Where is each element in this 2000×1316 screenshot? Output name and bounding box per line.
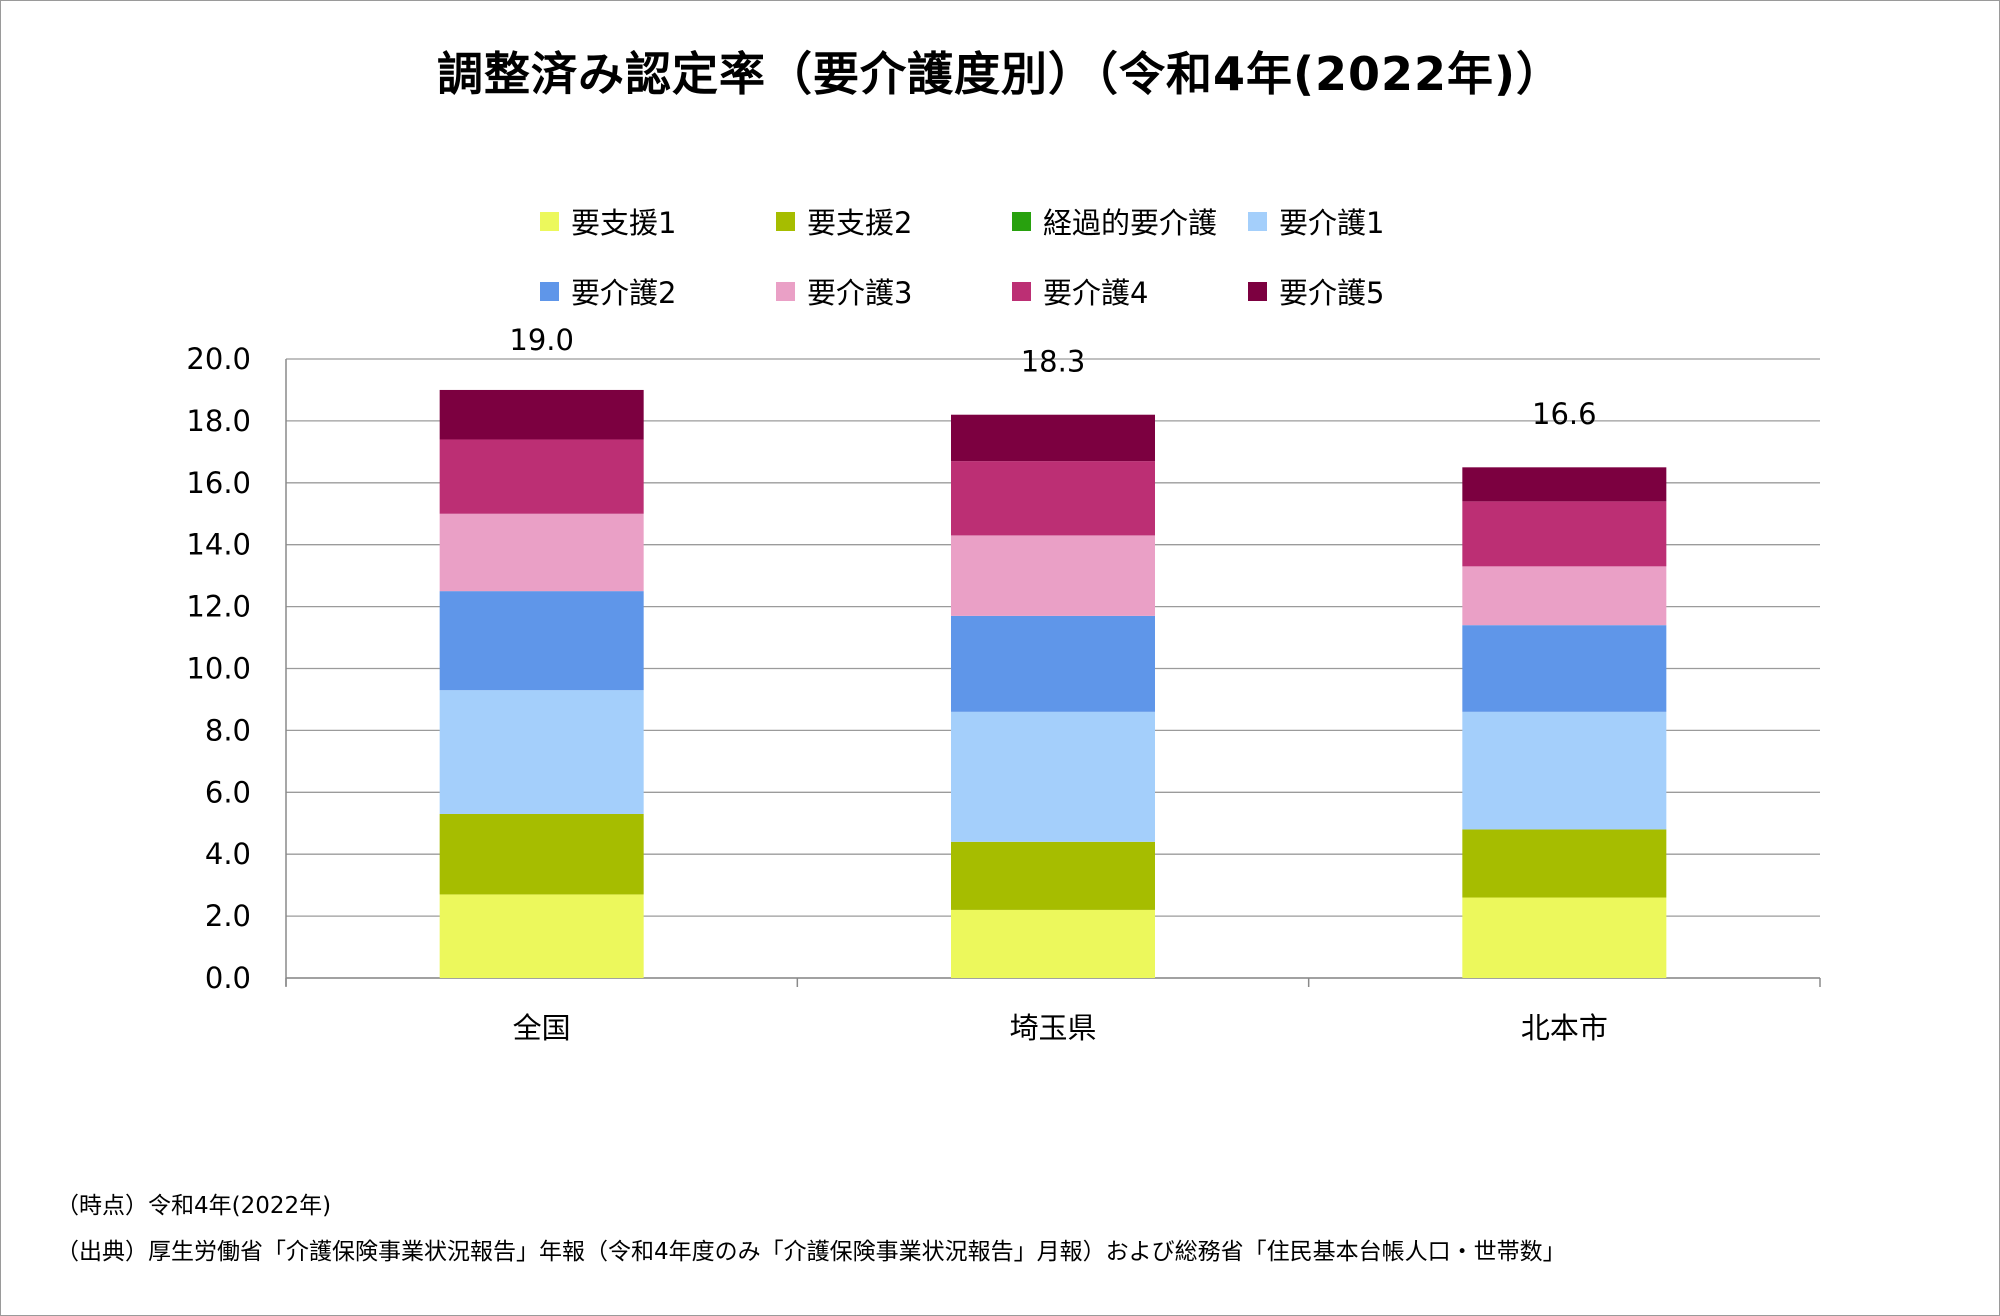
bar-segment [1462, 467, 1667, 502]
legend-label: 要支援2 [807, 206, 913, 240]
legend-item: 要介護3 [776, 270, 912, 312]
chart-title: 調整済み認定率（要介護度別）（令和4年(2022年)） [436, 47, 1564, 101]
bar-segment [1462, 897, 1667, 978]
bar-segment [439, 513, 644, 592]
bar-segment [1462, 829, 1667, 898]
legend-label: 要介護4 [1043, 276, 1149, 310]
y-tick-label: 6.0 [205, 775, 251, 809]
y-tick-label: 16.0 [186, 466, 251, 500]
bar-segment [951, 909, 1155, 978]
bar-segment [439, 591, 644, 691]
y-tick-label: 18.0 [186, 404, 251, 438]
bar-segment [951, 711, 1155, 842]
legend-item: 要介護5 [1248, 270, 1384, 312]
x-category-label: 全国 [513, 1011, 571, 1045]
legend-label: 要支援1 [571, 206, 677, 240]
legend-swatch [540, 211, 559, 231]
bar-segment [1462, 501, 1667, 567]
note-source: （出典）厚生労働省「介護保険事業状況報告」年報（令和4年度のみ「介護保険事業状況… [56, 1239, 1566, 1265]
bar-segment [439, 894, 644, 978]
y-tick-label: 8.0 [205, 713, 251, 747]
legend-item: 要介護1 [1248, 200, 1384, 242]
legend-item: 要支援2 [776, 200, 912, 242]
y-tick-label: 4.0 [205, 837, 251, 871]
legend-swatch [776, 281, 795, 301]
bar-segment [1462, 566, 1667, 626]
bar-segment [951, 414, 1155, 462]
x-category-label: 埼玉県 [1009, 1011, 1096, 1045]
legend-swatch [1012, 281, 1031, 301]
y-tick-label: 0.0 [205, 961, 251, 995]
legend-label: 要介護2 [571, 276, 677, 310]
y-tick-label: 20.0 [186, 342, 251, 376]
legend-label: 要介護5 [1279, 276, 1385, 310]
bar-segment [439, 690, 644, 814]
bar-segment [951, 615, 1155, 712]
total-label: 18.3 [1021, 345, 1086, 379]
total-label: 16.6 [1532, 397, 1597, 431]
bar-segment [951, 841, 1155, 910]
legend-item: 要介護4 [1012, 270, 1148, 312]
legend-label: 要介護3 [807, 276, 913, 310]
legend-swatch [1248, 281, 1267, 301]
legend-item: 要支援1 [540, 200, 676, 242]
note-time-point: （時点）令和4年(2022年) [56, 1193, 332, 1219]
bar-segment [1462, 711, 1667, 830]
bar-segment [439, 389, 644, 440]
bar-segment [951, 461, 1155, 536]
legend-swatch [1012, 211, 1031, 231]
bar-segment [439, 439, 644, 514]
bar-segment [951, 535, 1155, 616]
legend-label: 経過的要介護 [1043, 206, 1218, 240]
bar-segment [1462, 625, 1667, 712]
legend-swatch [776, 211, 795, 231]
legend-item: 要介護2 [540, 270, 676, 312]
y-tick-label: 12.0 [186, 590, 251, 624]
legend-item: 経過的要介護 [1012, 200, 1217, 242]
y-tick-label: 10.0 [186, 652, 251, 686]
legend-label: 要介護1 [1279, 206, 1385, 240]
y-tick-label: 14.0 [186, 528, 251, 562]
bar-segment [439, 813, 644, 895]
total-label: 19.0 [509, 323, 574, 357]
legend-swatch [1248, 211, 1267, 231]
legend-swatch [540, 281, 559, 301]
x-category-label: 北本市 [1521, 1011, 1608, 1045]
y-tick-label: 2.0 [205, 899, 251, 933]
